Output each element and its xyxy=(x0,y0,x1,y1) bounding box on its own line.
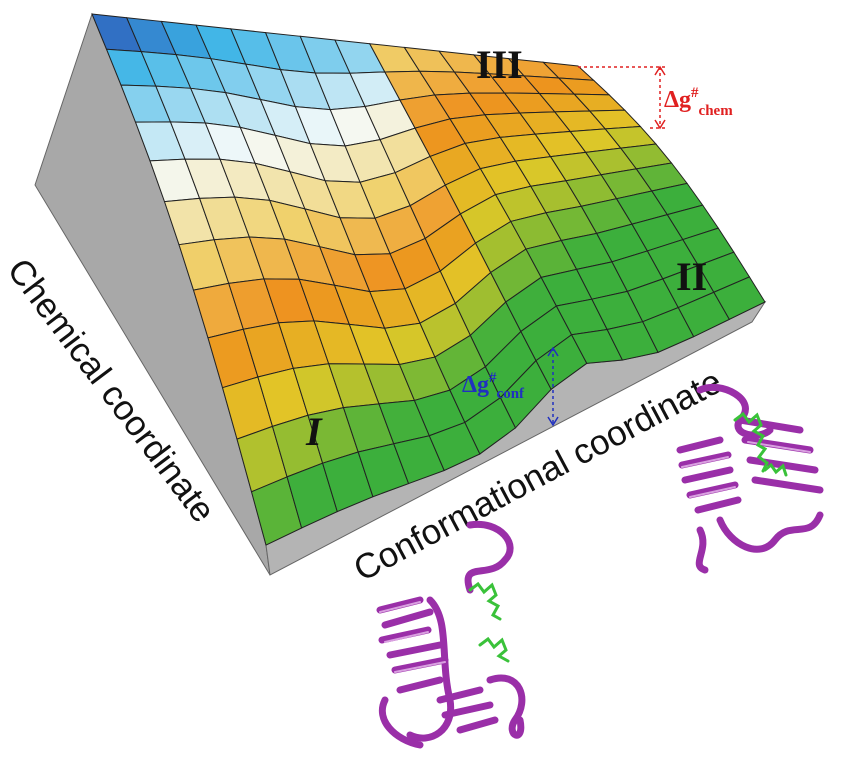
state-label: II xyxy=(676,254,707,299)
barrier-symbol: Δg xyxy=(664,87,691,113)
surface-cell xyxy=(713,276,766,321)
chem-barrier-marker xyxy=(578,65,668,130)
chem-barrier-label: Δg#chem xyxy=(664,85,733,119)
conf-barrier-label: Δg#conf xyxy=(462,370,525,402)
protein-structure xyxy=(376,383,824,749)
barrier-symbol: Δg xyxy=(462,372,489,398)
barrier-sup: # xyxy=(691,85,699,101)
barrier-sub: chem xyxy=(699,103,734,119)
energy-surface xyxy=(91,13,766,546)
state-label: III xyxy=(476,42,523,87)
conf-barrier-marker xyxy=(547,346,559,427)
state-label: I xyxy=(305,409,323,454)
barrier-sup: # xyxy=(489,370,497,386)
barrier-sub: conf xyxy=(497,386,526,402)
